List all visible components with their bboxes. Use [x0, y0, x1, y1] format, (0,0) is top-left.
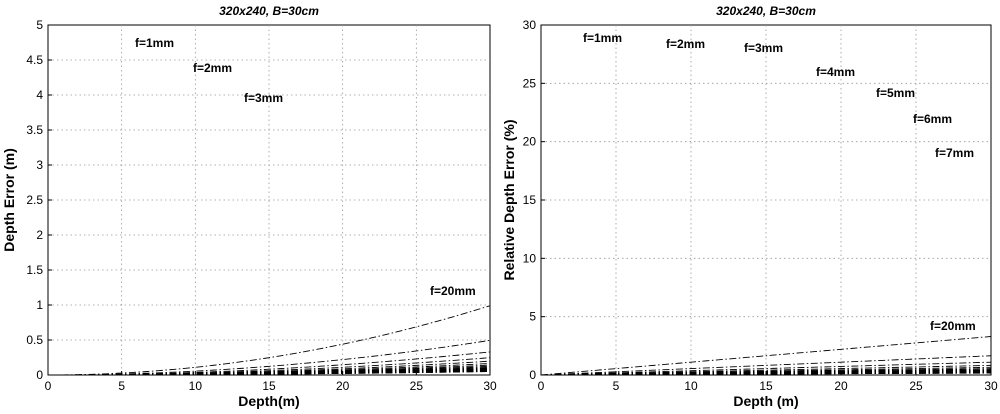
- right-x-tick-label: 25: [909, 379, 923, 393]
- right-x-axis-label: Depth (m): [733, 393, 798, 409]
- right-curve-f2mm: [541, 355, 991, 375]
- right-curve-label-f5mm: f=5mm: [876, 86, 915, 100]
- left-ticks: 0 5 10 15 20 25 30 0 0.5 1 1.5 2 2.5 3 3.5 4 4.5 5: [26, 18, 497, 393]
- left-x-tick-label: 10: [189, 379, 203, 393]
- right-curve-labels: f=1mm f=2mm f=3mm f=4mm f=5mm f=6mm f=7mm f=20m…: [583, 31, 976, 333]
- right-ticks: 0 5 10 15 20 25 30 0 5 10 15 20 25 30: [523, 18, 998, 393]
- right-curves: [541, 336, 991, 375]
- left-x-tick-label: 30: [483, 379, 497, 393]
- left-curve-label-f20mm: f=20mm: [430, 284, 476, 298]
- right-curve-label-f3mm: f=3mm: [744, 41, 783, 55]
- right-curve-f5mm: [541, 366, 991, 375]
- left-y-axis-label: Depth Error (m): [1, 148, 17, 251]
- right-x-tick-label: 0: [538, 379, 545, 393]
- right-y-tick-label: 30: [523, 18, 537, 32]
- left-x-tick-label: 5: [118, 379, 125, 393]
- left-y-tick-label: 0.5: [26, 333, 43, 347]
- left-y-tick-label: 3: [36, 158, 43, 172]
- left-y-tick-label: 4.5: [26, 53, 43, 67]
- left-x-tick-label: 0: [45, 379, 52, 393]
- right-y-tick-label: 10: [523, 251, 537, 265]
- left-x-tick-label: 20: [336, 379, 350, 393]
- right-x-tick-label: 10: [684, 379, 698, 393]
- right-curve-label-f7mm: f=7mm: [935, 146, 974, 160]
- right-chart-panel: 0 5 10 15 20 25 30 0 5 10 15 20 25 30 f=1mm f=2mm f=3mm…: [501, 4, 998, 409]
- right-curve-label-f2mm: f=2mm: [666, 37, 705, 51]
- left-y-tick-label: 3.5: [26, 123, 43, 137]
- left-y-tick-label: 1: [36, 298, 43, 312]
- right-y-tick-label: 15: [523, 193, 537, 207]
- right-curve-label-f6mm: f=6mm: [913, 112, 952, 126]
- right-chart-title: 320x240, B=30cm: [716, 4, 816, 18]
- right-x-tick-label: 20: [834, 379, 848, 393]
- right-curve-f4mm: [541, 364, 991, 375]
- left-y-tick-label: 1.5: [26, 263, 43, 277]
- left-curve-labels: f=1mm f=2mm f=3mm f=20mm: [135, 36, 476, 298]
- left-y-tick-label: 0: [36, 368, 43, 382]
- right-y-axis-label: Relative Depth Error (%): [501, 119, 517, 280]
- right-curve-f3mm: [541, 361, 991, 375]
- left-grid: [48, 25, 490, 375]
- right-curve-label-f1mm: f=1mm: [583, 31, 622, 45]
- left-x-axis-label: Depth(m): [238, 393, 299, 409]
- left-chart-title: 320x240, B=30cm: [219, 4, 319, 18]
- right-curve-f6mm: [541, 368, 991, 375]
- right-x-tick-label: 30: [984, 379, 998, 393]
- left-y-tick-label: 2.5: [26, 193, 43, 207]
- left-curve-label-f2mm: f=2mm: [193, 61, 232, 75]
- right-curve-f7mm: [541, 369, 991, 375]
- right-y-tick-label: 0: [529, 368, 536, 382]
- left-curve-label-f1mm: f=1mm: [135, 36, 174, 50]
- right-x-tick-label: 5: [613, 379, 620, 393]
- left-x-tick-label: 15: [262, 379, 276, 393]
- right-x-tick-label: 15: [759, 379, 773, 393]
- right-y-tick-label: 20: [523, 135, 537, 149]
- right-y-tick-label: 5: [529, 310, 536, 324]
- left-x-tick-label: 25: [410, 379, 424, 393]
- right-curve-f1mm: [541, 336, 991, 375]
- right-curve-label-f4mm: f=4mm: [816, 65, 855, 79]
- right-y-tick-label: 25: [523, 76, 537, 90]
- left-y-tick-label: 4: [36, 88, 43, 102]
- right-grid: [541, 25, 991, 375]
- right-curve-label-f20mm: f=20mm: [930, 319, 976, 333]
- left-y-tick-label: 5: [36, 18, 43, 32]
- left-curve-label-f3mm: f=3mm: [244, 91, 283, 105]
- left-y-tick-label: 2: [36, 228, 43, 242]
